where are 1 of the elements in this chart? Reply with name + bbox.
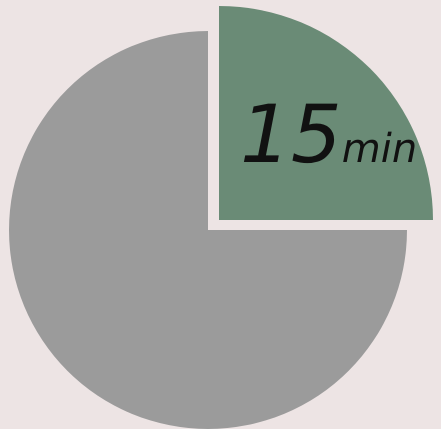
data-label: 15min [240,88,418,181]
